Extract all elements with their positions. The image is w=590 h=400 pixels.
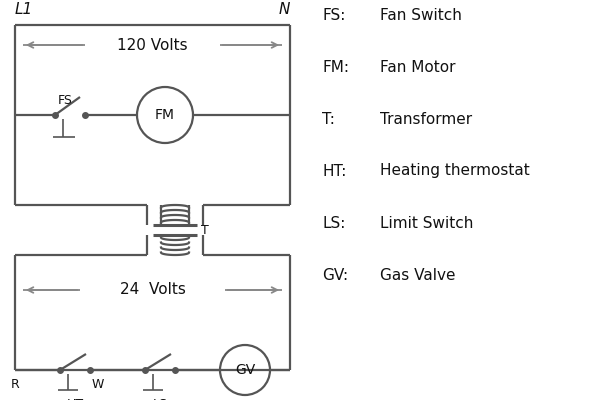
Text: R: R xyxy=(11,378,19,391)
Text: Transformer: Transformer xyxy=(380,112,472,126)
Text: T: T xyxy=(201,224,209,236)
Text: 24  Volts: 24 Volts xyxy=(120,282,185,298)
Text: W: W xyxy=(92,378,104,391)
Text: HT: HT xyxy=(67,398,84,400)
Text: Gas Valve: Gas Valve xyxy=(380,268,455,282)
Text: FS: FS xyxy=(58,94,73,107)
Text: N: N xyxy=(278,2,290,17)
Text: HT:: HT: xyxy=(322,164,346,178)
Text: Limit Switch: Limit Switch xyxy=(380,216,473,230)
Text: Fan Switch: Fan Switch xyxy=(380,8,462,22)
Text: Heating thermostat: Heating thermostat xyxy=(380,164,530,178)
Text: FM: FM xyxy=(155,108,175,122)
Text: LS: LS xyxy=(152,398,168,400)
Text: GV:: GV: xyxy=(322,268,348,282)
Text: T:: T: xyxy=(322,112,335,126)
Text: LS:: LS: xyxy=(322,216,345,230)
Text: L1: L1 xyxy=(15,2,33,17)
Text: Fan Motor: Fan Motor xyxy=(380,60,455,74)
Text: 120 Volts: 120 Volts xyxy=(117,38,188,52)
Text: FS:: FS: xyxy=(322,8,345,22)
Text: GV: GV xyxy=(235,363,255,377)
Text: FM:: FM: xyxy=(322,60,349,74)
